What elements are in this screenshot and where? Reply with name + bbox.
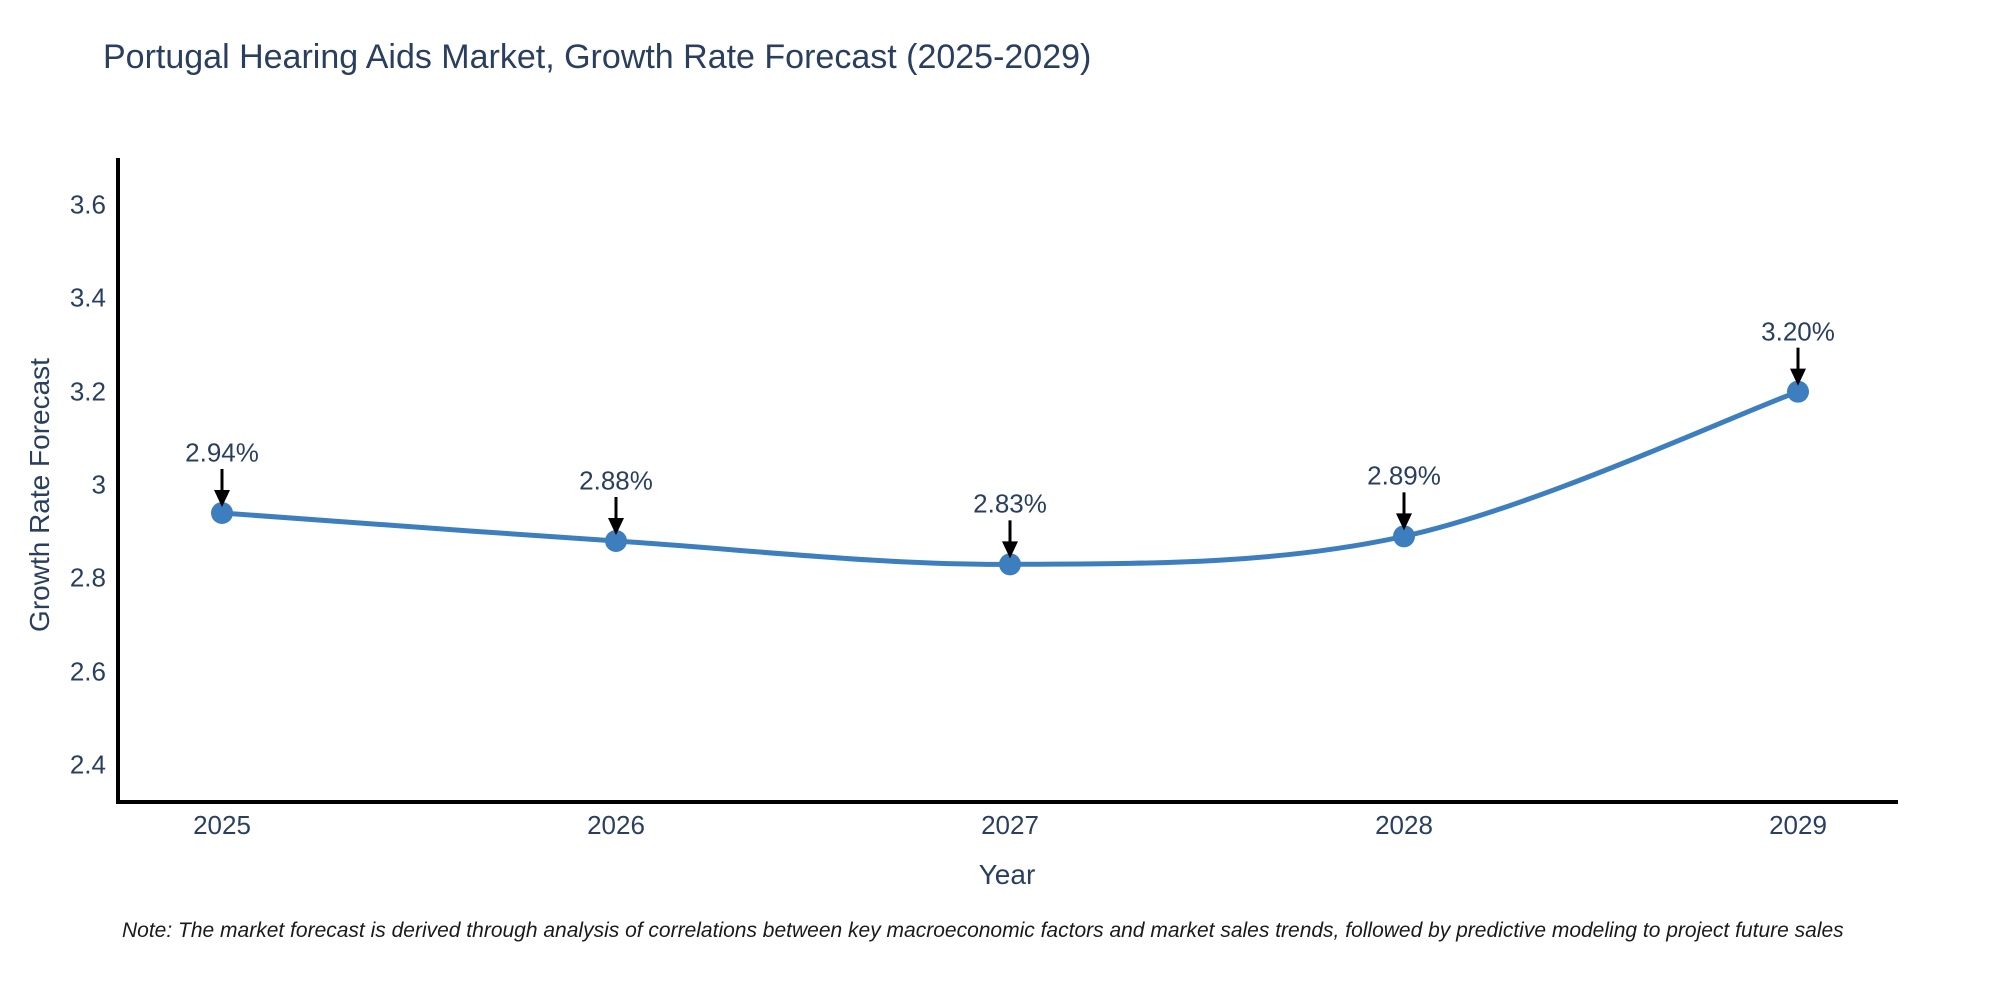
data-point-marker	[211, 502, 233, 524]
data-point-marker	[999, 553, 1021, 576]
x-tick-label: 2026	[587, 810, 645, 840]
y-tick-label: 3.6	[69, 189, 106, 220]
x-tick-label: 2027	[981, 810, 1039, 840]
x-tick-label: 2025	[193, 810, 251, 840]
y-tick-label: 2.6	[69, 656, 106, 687]
annotation-arrowhead	[1396, 513, 1412, 531]
data-point-marker	[1393, 525, 1415, 548]
y-tick-label: 2.8	[69, 562, 106, 593]
point-value-label: 2.89%	[1367, 460, 1441, 491]
series-layer	[211, 380, 1809, 576]
x-tick-label: 2029	[1769, 810, 1827, 840]
y-tick-label: 3.4	[69, 282, 106, 313]
y-tick-label: 3.2	[69, 376, 106, 407]
annotation-arrowhead	[1002, 541, 1018, 559]
data-point-marker	[1787, 380, 1809, 403]
point-value-label: 3.20%	[1761, 316, 1835, 347]
annotation-arrowhead	[1790, 368, 1806, 386]
x-tick-label: 2028	[1375, 810, 1433, 840]
chart-title: Portugal Hearing Aids Market, Growth Rat…	[103, 38, 1092, 76]
annotation-arrowhead	[214, 490, 230, 507]
y-tick-label: 2.4	[69, 749, 106, 780]
annotation-arrows	[214, 347, 1806, 559]
point-value-label: 2.88%	[579, 465, 653, 496]
annotation-arrowhead	[608, 518, 624, 535]
x-axis-title: Year	[978, 859, 1036, 890]
footnote: Note: The market forecast is derived thr…	[122, 919, 1844, 942]
data-point-marker	[605, 530, 627, 552]
point-value-label: 2.83%	[973, 488, 1047, 519]
point-value-label: 2.94%	[185, 437, 259, 468]
y-tick-label: 3	[91, 469, 106, 500]
